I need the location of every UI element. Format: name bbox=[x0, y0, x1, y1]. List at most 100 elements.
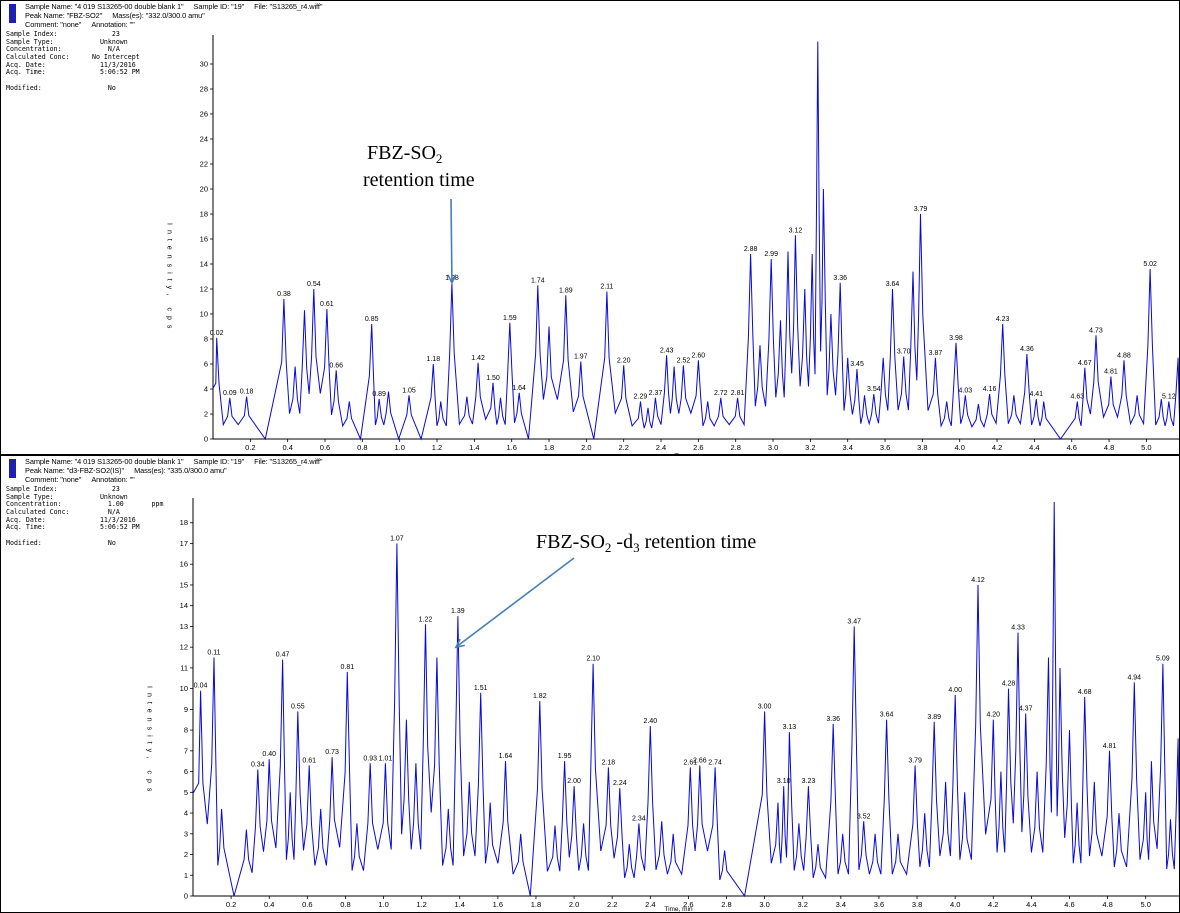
x-tick-label: 2.8 bbox=[730, 443, 740, 452]
x-tick-label: 0.4 bbox=[264, 900, 274, 909]
info-label: Modified: bbox=[6, 83, 42, 92]
peak-label: 3.13 bbox=[783, 724, 797, 731]
annotation-text-line2: retention time bbox=[363, 169, 475, 191]
peak-label: 4.63 bbox=[1071, 394, 1085, 401]
peak-label: 0.11 bbox=[207, 650, 220, 657]
info-value: 5:06:52 PM bbox=[92, 523, 140, 532]
peak-label: 2.34 bbox=[632, 815, 646, 822]
y-tick-label: 0 bbox=[184, 892, 188, 901]
x-tick-label: 5.0 bbox=[1140, 900, 1150, 909]
peak-label: 2.52 bbox=[677, 357, 691, 364]
peak-label: 1.01 bbox=[379, 755, 393, 762]
annotation-field: Annotation: "" bbox=[91, 20, 135, 29]
y-tick-label: 30 bbox=[200, 60, 208, 69]
peak-label: 1.07 bbox=[390, 535, 404, 542]
peak-label: 1.51 bbox=[474, 685, 488, 692]
peak-label: 2.88 bbox=[744, 246, 758, 253]
info-value: Unknown bbox=[92, 492, 128, 501]
y-tick-label: 15 bbox=[180, 580, 188, 589]
peak-label: 2.99 bbox=[764, 251, 778, 258]
info-row: Sample Index: 23 bbox=[6, 30, 140, 39]
sample-info-block: Sample Index: 23 Sample Type: Unknown Conc… bbox=[6, 485, 163, 548]
info-row: Concentration: N/A bbox=[6, 46, 140, 54]
y-tick-label: 7 bbox=[184, 746, 188, 755]
file-name: File: "S13265_r4.wiff" bbox=[254, 2, 323, 11]
x-tick-label: 1.6 bbox=[506, 443, 516, 452]
peak-label: 1.18 bbox=[426, 356, 440, 363]
info-value: 23 bbox=[92, 485, 120, 493]
annotation-text: FBZ-SO2 -d3 retention time bbox=[536, 531, 756, 555]
peak-label: 1.22 bbox=[419, 616, 433, 623]
x-axis-label: Time, min bbox=[664, 906, 693, 913]
info-label: Sample Type: bbox=[6, 37, 54, 46]
y-tick-label: 10 bbox=[200, 310, 208, 319]
peak-label: 2.10 bbox=[586, 656, 600, 663]
info-row: Calculated Conc: N/A bbox=[6, 508, 163, 517]
y-tick-label: 16 bbox=[180, 560, 188, 569]
x-tick-label: 1.2 bbox=[416, 900, 426, 909]
info-row: Concentration: 1.00 ppm bbox=[6, 501, 163, 509]
x-tick-label: 4.8 bbox=[1104, 443, 1114, 452]
panel-marker bbox=[9, 459, 16, 478]
info-label: Sample Index: bbox=[6, 485, 58, 493]
peak-label: 0.34 bbox=[251, 762, 265, 769]
peak-label: 4.88 bbox=[1117, 352, 1131, 359]
y-tick-label: 26 bbox=[200, 110, 208, 119]
info-label: Acq. Time: bbox=[6, 68, 46, 77]
info-value: 11/3/2016 bbox=[92, 60, 136, 69]
header-line-3: Comment: "none" Annotation: "" bbox=[25, 475, 145, 484]
info-value: 1.00 ppm bbox=[92, 500, 164, 509]
y-tick-label: 10 bbox=[180, 684, 188, 693]
peak-label: 1.64 bbox=[499, 753, 513, 760]
x-tick-label: 4.8 bbox=[1102, 900, 1112, 909]
x-tick-label: 1.4 bbox=[469, 443, 479, 452]
annotation-field: Annotation: "" bbox=[91, 475, 135, 484]
info-row: Calculated Conc: No Intercept bbox=[6, 53, 140, 62]
peak-label: 0.55 bbox=[291, 703, 305, 710]
y-tick-label: 18 bbox=[180, 518, 188, 527]
info-label: Concentration: bbox=[6, 45, 62, 54]
info-row: Sample Type: Unknown bbox=[6, 37, 140, 47]
x-tick-label: 3.2 bbox=[805, 443, 815, 452]
info-value: Unknown bbox=[92, 37, 128, 46]
peak-label: 2.24 bbox=[613, 780, 627, 787]
peak-label: 3.23 bbox=[802, 778, 816, 785]
y-axis-label: Intensity, cps bbox=[146, 686, 153, 796]
annotation-arrow-head bbox=[447, 274, 457, 285]
y-tick-label: 16 bbox=[200, 235, 208, 244]
info-value: No bbox=[92, 538, 116, 547]
header-line-1: Sample Name: "4 019 S13265-00 double bla… bbox=[25, 457, 332, 466]
peak-label: 3.36 bbox=[833, 275, 847, 282]
x-tick-label: 3.8 bbox=[912, 900, 922, 909]
peak-label: 4.28 bbox=[1002, 681, 1016, 688]
peak-label: 2.11 bbox=[600, 284, 613, 291]
chromatogram-panel-top: Sample Name: "4 019 S13265-00 double bla… bbox=[0, 0, 1180, 455]
x-tick-label: 0.6 bbox=[302, 900, 312, 909]
peak-label: 5.12 bbox=[1162, 394, 1176, 401]
y-tick-label: 0 bbox=[204, 435, 208, 444]
x-tick-label: 3.8 bbox=[917, 443, 927, 452]
peak-label: 4.12 bbox=[971, 577, 985, 584]
x-tick-label: 4.0 bbox=[950, 900, 960, 909]
info-label: Concentration: bbox=[6, 500, 62, 509]
x-tick-label: 3.4 bbox=[836, 900, 846, 909]
y-tick-label: 18 bbox=[200, 210, 208, 219]
annotation-tail: retention time bbox=[640, 531, 757, 553]
peak-label: 4.16 bbox=[983, 386, 997, 393]
x-tick-label: 3.2 bbox=[798, 900, 808, 909]
peak-label: 0.09 bbox=[223, 390, 237, 397]
sample-name: Sample Name: "4 019 S13265-00 double bla… bbox=[25, 457, 184, 466]
x-tick-label: 2.6 bbox=[683, 900, 693, 909]
peak-label: 4.00 bbox=[948, 687, 962, 694]
x-tick-label: 4.2 bbox=[992, 443, 1002, 452]
peak-label: 2.18 bbox=[602, 759, 616, 766]
peak-label: 1.82 bbox=[533, 693, 547, 700]
peak-label: 3.89 bbox=[927, 714, 941, 721]
peak-label: 2.61 bbox=[683, 759, 697, 766]
peak-label: 1.50 bbox=[486, 375, 500, 382]
info-label: Modified: bbox=[6, 538, 42, 547]
peak-label: 3.47 bbox=[847, 618, 861, 625]
info-value: No Intercept bbox=[92, 53, 140, 62]
peak-label: 0.81 bbox=[341, 664, 355, 671]
